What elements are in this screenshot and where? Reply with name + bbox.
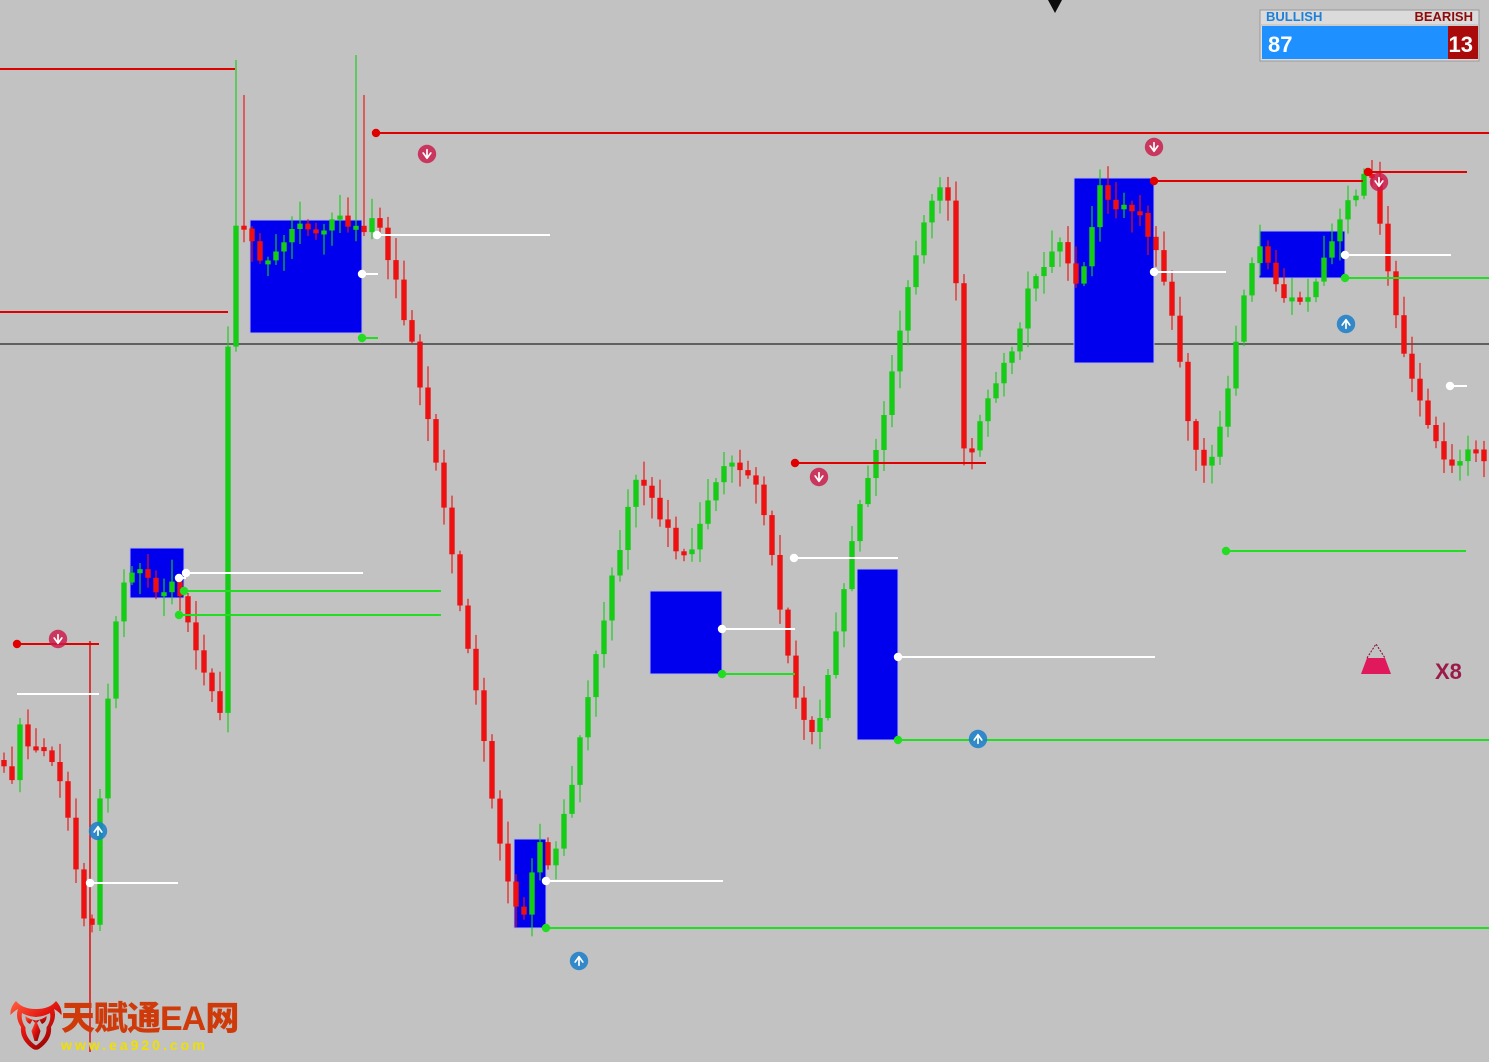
svg-text:87: 87 (1268, 32, 1292, 57)
svg-text:X8: X8 (1435, 659, 1462, 684)
svg-text:13: 13 (1449, 32, 1473, 57)
svg-text:BULLISH: BULLISH (1266, 9, 1322, 24)
svg-text:BEARISH: BEARISH (1414, 9, 1473, 24)
